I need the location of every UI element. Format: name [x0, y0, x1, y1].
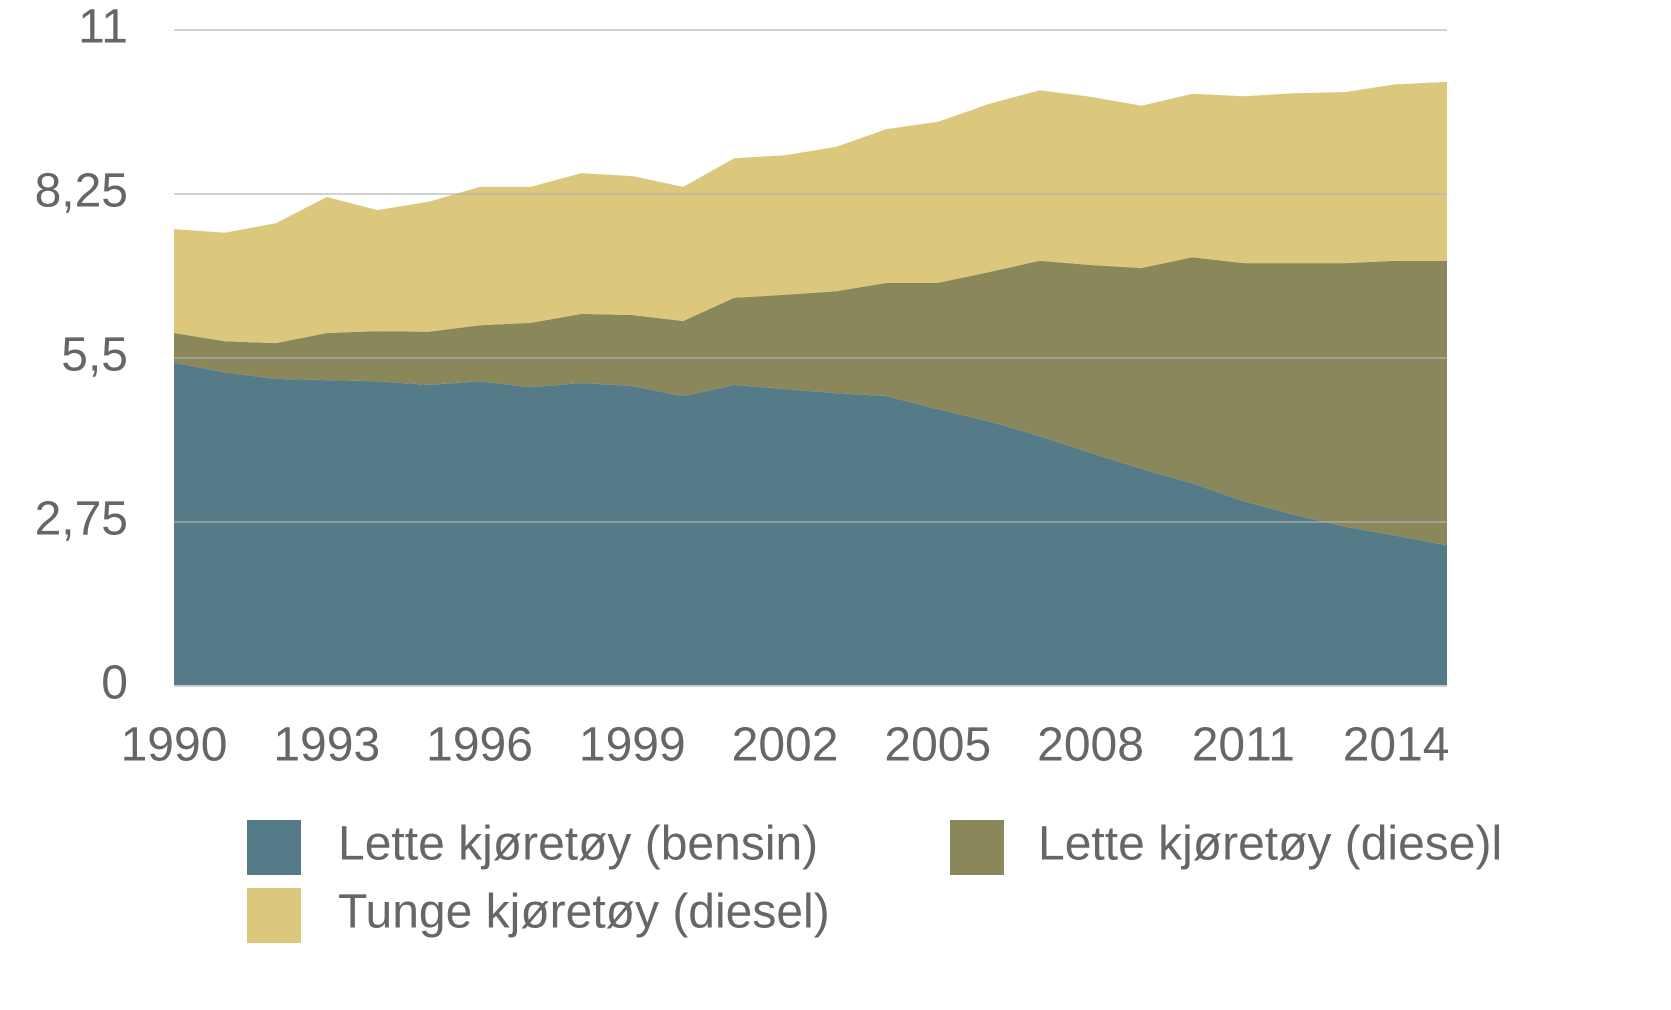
x-tick-label: 2005: [884, 719, 991, 772]
x-tick-label: 2002: [732, 719, 839, 772]
area: [174, 362, 1447, 686]
x-tick-label: 1993: [273, 719, 380, 772]
y-tick-label: 0: [101, 657, 128, 710]
y-tick-label: 5,5: [61, 329, 128, 382]
legend-swatch: [950, 820, 1004, 875]
legend-label: Tunge kjøretøy (diesel): [338, 886, 830, 939]
area: [174, 257, 1447, 546]
area: [174, 81, 1447, 344]
legend-swatch: [247, 888, 301, 943]
y-tick-label: 2,75: [35, 493, 128, 546]
x-tick-label: 2008: [1037, 719, 1144, 772]
y-tick-label: 8,25: [35, 165, 128, 218]
y-tick-label: 11: [78, 1, 128, 54]
x-tick-label: 1990: [121, 719, 228, 772]
x-tick-label: 1999: [579, 719, 686, 772]
legend-label: Lette kjøretøy (bensin): [338, 818, 818, 871]
legend-swatch: [247, 820, 301, 875]
x-tick-label: 2011: [1192, 719, 1295, 772]
legend-label: Lette kjøretøy (diese)l: [1038, 818, 1502, 871]
x-tick-label: 1996: [426, 719, 533, 772]
x-tick-label: 2014: [1343, 719, 1450, 772]
